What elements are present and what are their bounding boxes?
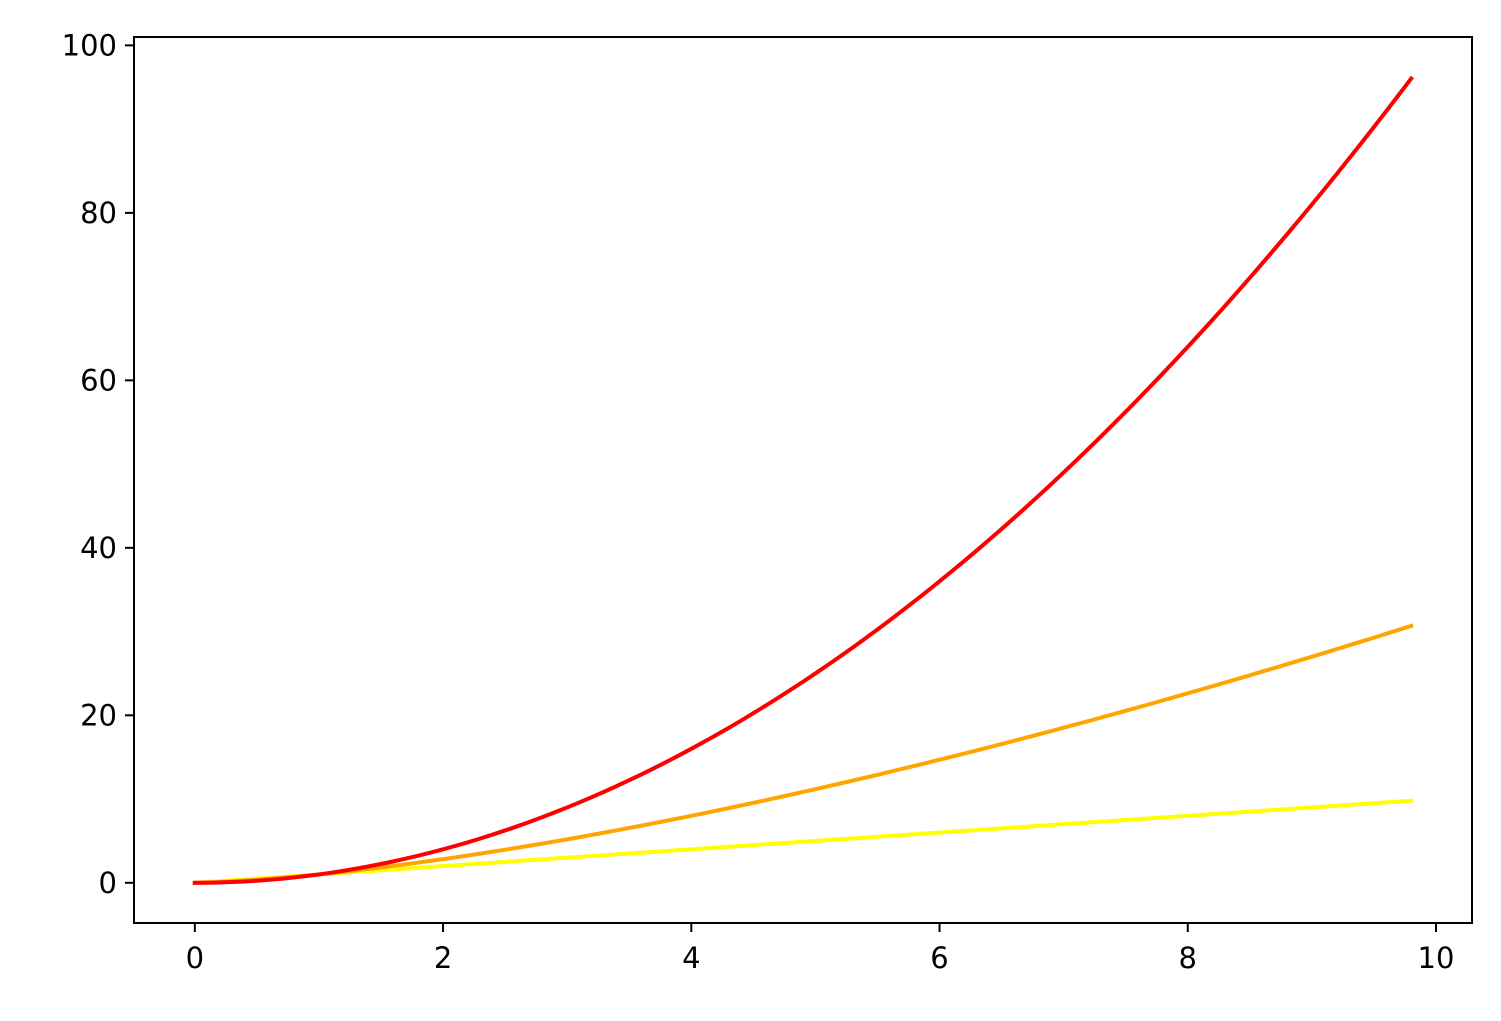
x-tick-label: 6: [930, 941, 948, 975]
x-tick-label: 10: [1418, 941, 1455, 975]
y-tick-label: 20: [80, 698, 117, 732]
y-tick-label: 0: [99, 866, 117, 900]
series-line-0: [192, 798, 1414, 885]
x-tick-label: 4: [682, 941, 700, 975]
series-layer: [192, 75, 1414, 885]
x-tick-label: 2: [434, 941, 452, 975]
y-tick-label: 40: [80, 531, 117, 565]
y-tick-label: 100: [62, 28, 117, 62]
series-line-2: [192, 75, 1414, 885]
y-tick-label: 80: [80, 196, 117, 230]
plot-frame: [133, 36, 1473, 924]
series-line-1: [192, 623, 1414, 885]
x-tick-label: 8: [1179, 941, 1197, 975]
x-tick-label: 0: [186, 941, 204, 975]
y-tick-label: 60: [80, 363, 117, 397]
